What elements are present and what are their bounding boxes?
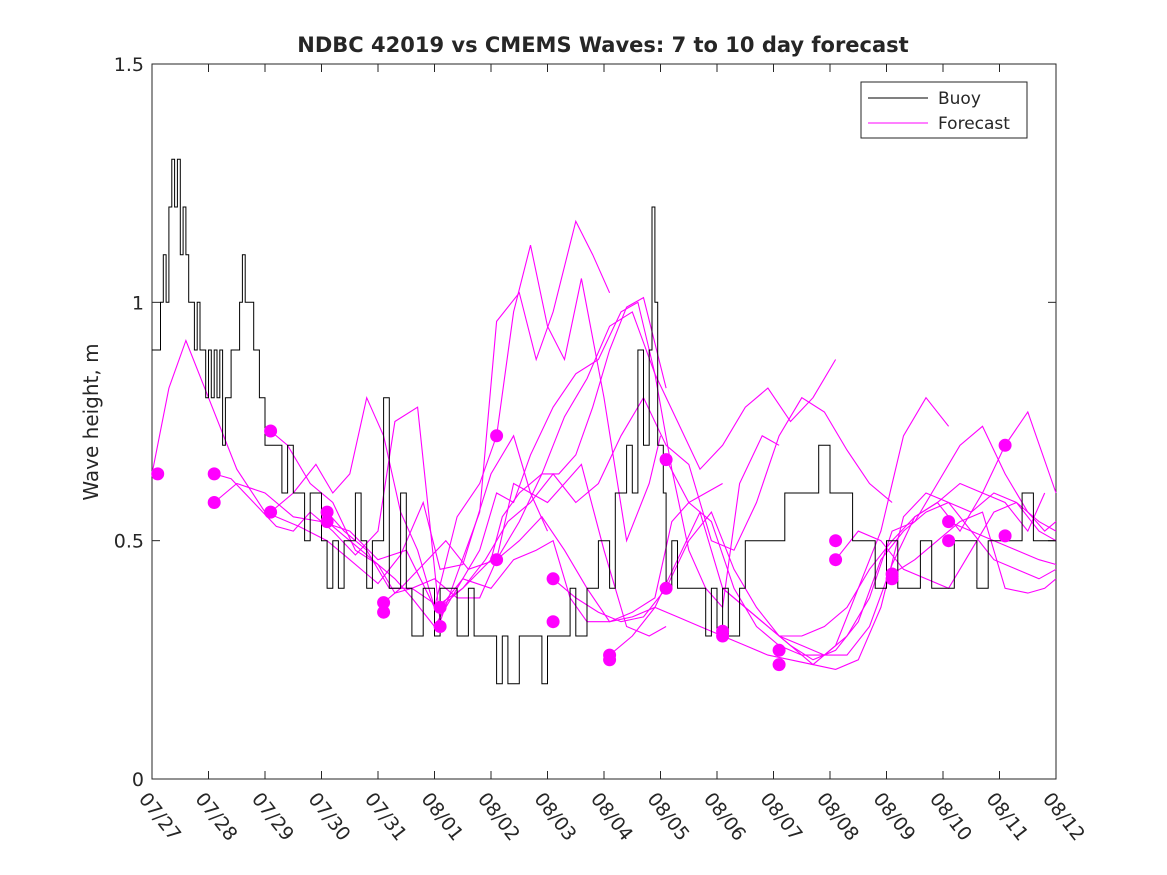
forecast-marker xyxy=(320,515,334,529)
legend-buoy-label: Buoy xyxy=(938,89,981,109)
y-tick-label: 1.5 xyxy=(114,54,144,76)
legend: Buoy Forecast xyxy=(860,81,1028,139)
forecast-line xyxy=(439,396,893,608)
chart-title: NDBC 42019 vs CMEMS Waves: 7 to 10 day f… xyxy=(297,33,908,57)
forecast-marker xyxy=(546,615,560,629)
forecast-marker xyxy=(885,572,899,586)
forecast-marker xyxy=(377,596,391,610)
forecast-marker xyxy=(207,467,221,481)
forecast-line xyxy=(948,521,1057,566)
forecast-marker xyxy=(207,496,221,509)
forecast-marker xyxy=(772,643,786,657)
y-tick-label: 1 xyxy=(132,292,144,314)
forecast-marker xyxy=(942,515,956,529)
forecast-line xyxy=(214,219,611,622)
y-tick-label: 0 xyxy=(132,769,144,791)
y-axis-ticks: 0 0.5 1 1.5 xyxy=(114,54,1056,791)
forecast-marker xyxy=(264,424,278,438)
forecast-line xyxy=(270,430,667,637)
forecast-line xyxy=(609,492,1057,670)
y-axis-label: Wave height, m xyxy=(79,343,103,500)
forecast-marker xyxy=(829,534,843,548)
forecast-marker xyxy=(546,572,560,586)
forecast-marker xyxy=(433,620,447,633)
forecast-marker xyxy=(772,658,786,672)
forecast-line xyxy=(891,511,1057,594)
legend-box xyxy=(860,81,1028,139)
buoy-series xyxy=(152,158,1056,685)
buoy-line xyxy=(152,158,1056,685)
forecast-line xyxy=(665,425,1057,656)
forecast-markers xyxy=(151,424,1012,672)
forecast-marker xyxy=(151,467,165,481)
forecast-marker xyxy=(998,438,1012,452)
legend-forecast-label: Forecast xyxy=(938,114,1010,134)
forecast-marker xyxy=(320,505,334,519)
forecast-marker xyxy=(998,529,1012,543)
forecast-marker xyxy=(829,553,843,567)
y-tick-label: 0.5 xyxy=(114,531,144,553)
forecast-marker xyxy=(377,605,391,619)
forecast-marker xyxy=(659,581,673,595)
forecast-marker xyxy=(264,505,278,519)
forecast-marker xyxy=(490,553,504,567)
forecast-line xyxy=(552,482,1046,656)
forecast-line xyxy=(383,311,837,604)
forecast-marker xyxy=(942,534,956,548)
forecast-marker xyxy=(433,600,447,614)
forecast-marker xyxy=(659,453,673,467)
forecast-line xyxy=(270,244,662,610)
forecast-marker xyxy=(603,653,617,667)
forecast-marker xyxy=(490,429,504,443)
forecast-marker xyxy=(716,629,730,643)
forecast-line xyxy=(326,301,780,628)
